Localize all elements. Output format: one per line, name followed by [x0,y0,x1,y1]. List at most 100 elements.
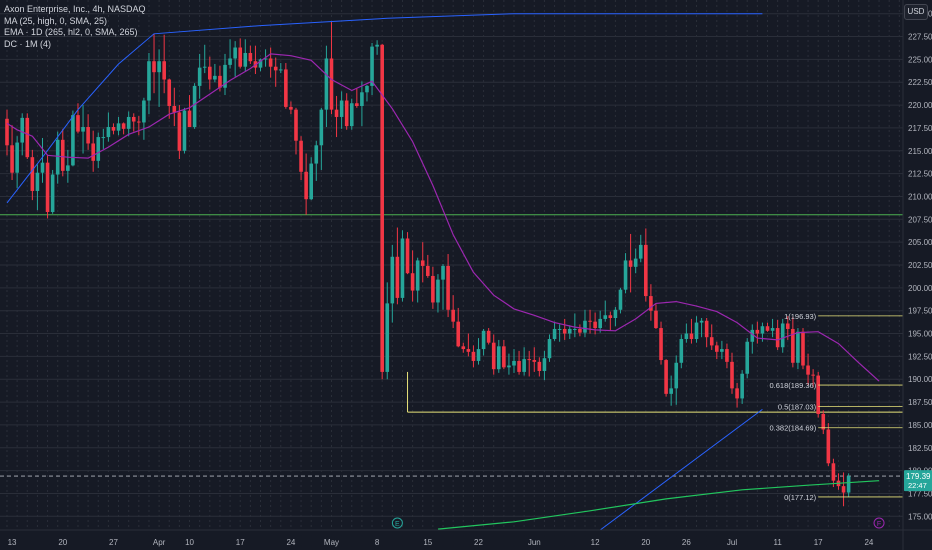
candle-down [628,260,633,267]
candle-up [496,346,501,370]
candle-down [689,333,694,340]
candle-up [324,58,329,110]
ma-legend[interactable]: MA (25, high, 0, SMA, 25) [4,15,108,26]
candle-down [431,275,435,303]
candle-down [289,106,293,110]
donchian-lower-line [599,408,763,531]
candle-down [86,127,90,144]
time-tick-label: 26 [682,538,691,547]
candle-up [415,260,420,291]
time-tick-label: 20 [641,538,650,547]
candle-up [375,44,379,47]
last-price-value: 179.39 [906,472,931,481]
candle-down [25,117,30,158]
candle-up [618,289,623,310]
candle-up [50,174,55,212]
price-tick-label: 227.50 [908,33,932,42]
candle-up [278,69,283,71]
candle-down [456,321,461,347]
price-tick-label: 175.00 [908,512,932,521]
candle-down [816,375,820,414]
candle-up [750,329,755,342]
candle-up [390,256,395,304]
candle-down [5,118,9,146]
candle-down [791,328,795,363]
dc-legend[interactable]: DC · 1M (4) [4,38,51,49]
fibonacci-retracement[interactable]: 1(196.93) 0.618(189.36) 0.5(187.03) 0.382(1… [769,312,903,502]
candle-up [552,328,557,340]
candle-down [755,329,760,334]
candle-up [20,117,25,143]
candle-up [633,258,638,267]
candle-up [360,92,364,106]
time-tick-label: Jun [528,538,541,547]
price-tick-label: 200.00 [908,284,932,293]
price-tick-label: 202.50 [908,261,932,270]
candle-up [106,127,111,138]
ema-legend[interactable]: EMA · 1D (265, hl2, 0, SMA, 265) [4,27,138,37]
candle-down [162,61,166,80]
price-tick-label: 192.50 [908,352,932,361]
candle-down [111,127,116,131]
candle-down [294,109,298,141]
candle-down [426,265,430,276]
price-tick-label: 212.50 [908,170,932,179]
candle-up [674,362,679,389]
fib-level-label: 0(177.12) [784,493,817,502]
price-tick-label: 215.00 [908,147,932,156]
candle-up [81,127,85,132]
candle-down [704,320,709,338]
candle-down [410,273,415,291]
candle-up [796,331,800,363]
candle-down [304,171,308,200]
candle-down [420,260,425,266]
ma-line [6,53,880,382]
candle-up [669,388,673,394]
time-tick-label: May [324,538,339,547]
candle-up [157,61,161,73]
candle-up [40,162,45,173]
candle-down [208,66,212,80]
time-axis[interactable]: 13 20 27 Apr 10 17 24 May 8 15 22 Jun 12 20 26 Jul 11 17 2… [0,529,932,547]
time-tick-label: 15 [423,538,432,547]
price-tick-label: 187.50 [908,398,932,407]
candle-up [720,349,724,352]
candle-down [121,123,126,129]
candle-down [466,349,471,352]
event-marker-label: F [877,521,881,528]
chart-grid [0,0,903,530]
candle-down [45,162,50,212]
price-tick-label: 225.00 [908,55,932,64]
time-tick-label: 8 [375,538,380,547]
currency-button[interactable]: USD [904,4,928,20]
candle-down [187,110,192,128]
candle-down [299,140,303,172]
candle-down [841,486,846,493]
candle-up [745,341,750,374]
candle-down [709,337,714,346]
candle-down [30,157,35,191]
candle-down [715,345,719,352]
candle-down [91,143,95,161]
candle-up [71,115,75,166]
candle-down [334,109,339,117]
candle-down [329,58,334,110]
candle-up [55,139,60,175]
candle-up [770,328,775,331]
candle-down [10,145,14,173]
candle-up [314,145,319,164]
candle-up [583,320,587,333]
chart-legend: Axon Enterprise, Inc., 4h, NASDAQ MA (25… [4,4,146,50]
candle-down [826,429,831,464]
candle-down [654,310,658,329]
candle-down [532,360,537,362]
donchian-upper-line [6,13,763,204]
candle-up [142,100,146,123]
candle-up [197,67,202,86]
price-tick-label: 197.50 [908,307,932,316]
candle-up [202,66,207,68]
candle-down [395,256,400,298]
candle-down [273,66,278,71]
